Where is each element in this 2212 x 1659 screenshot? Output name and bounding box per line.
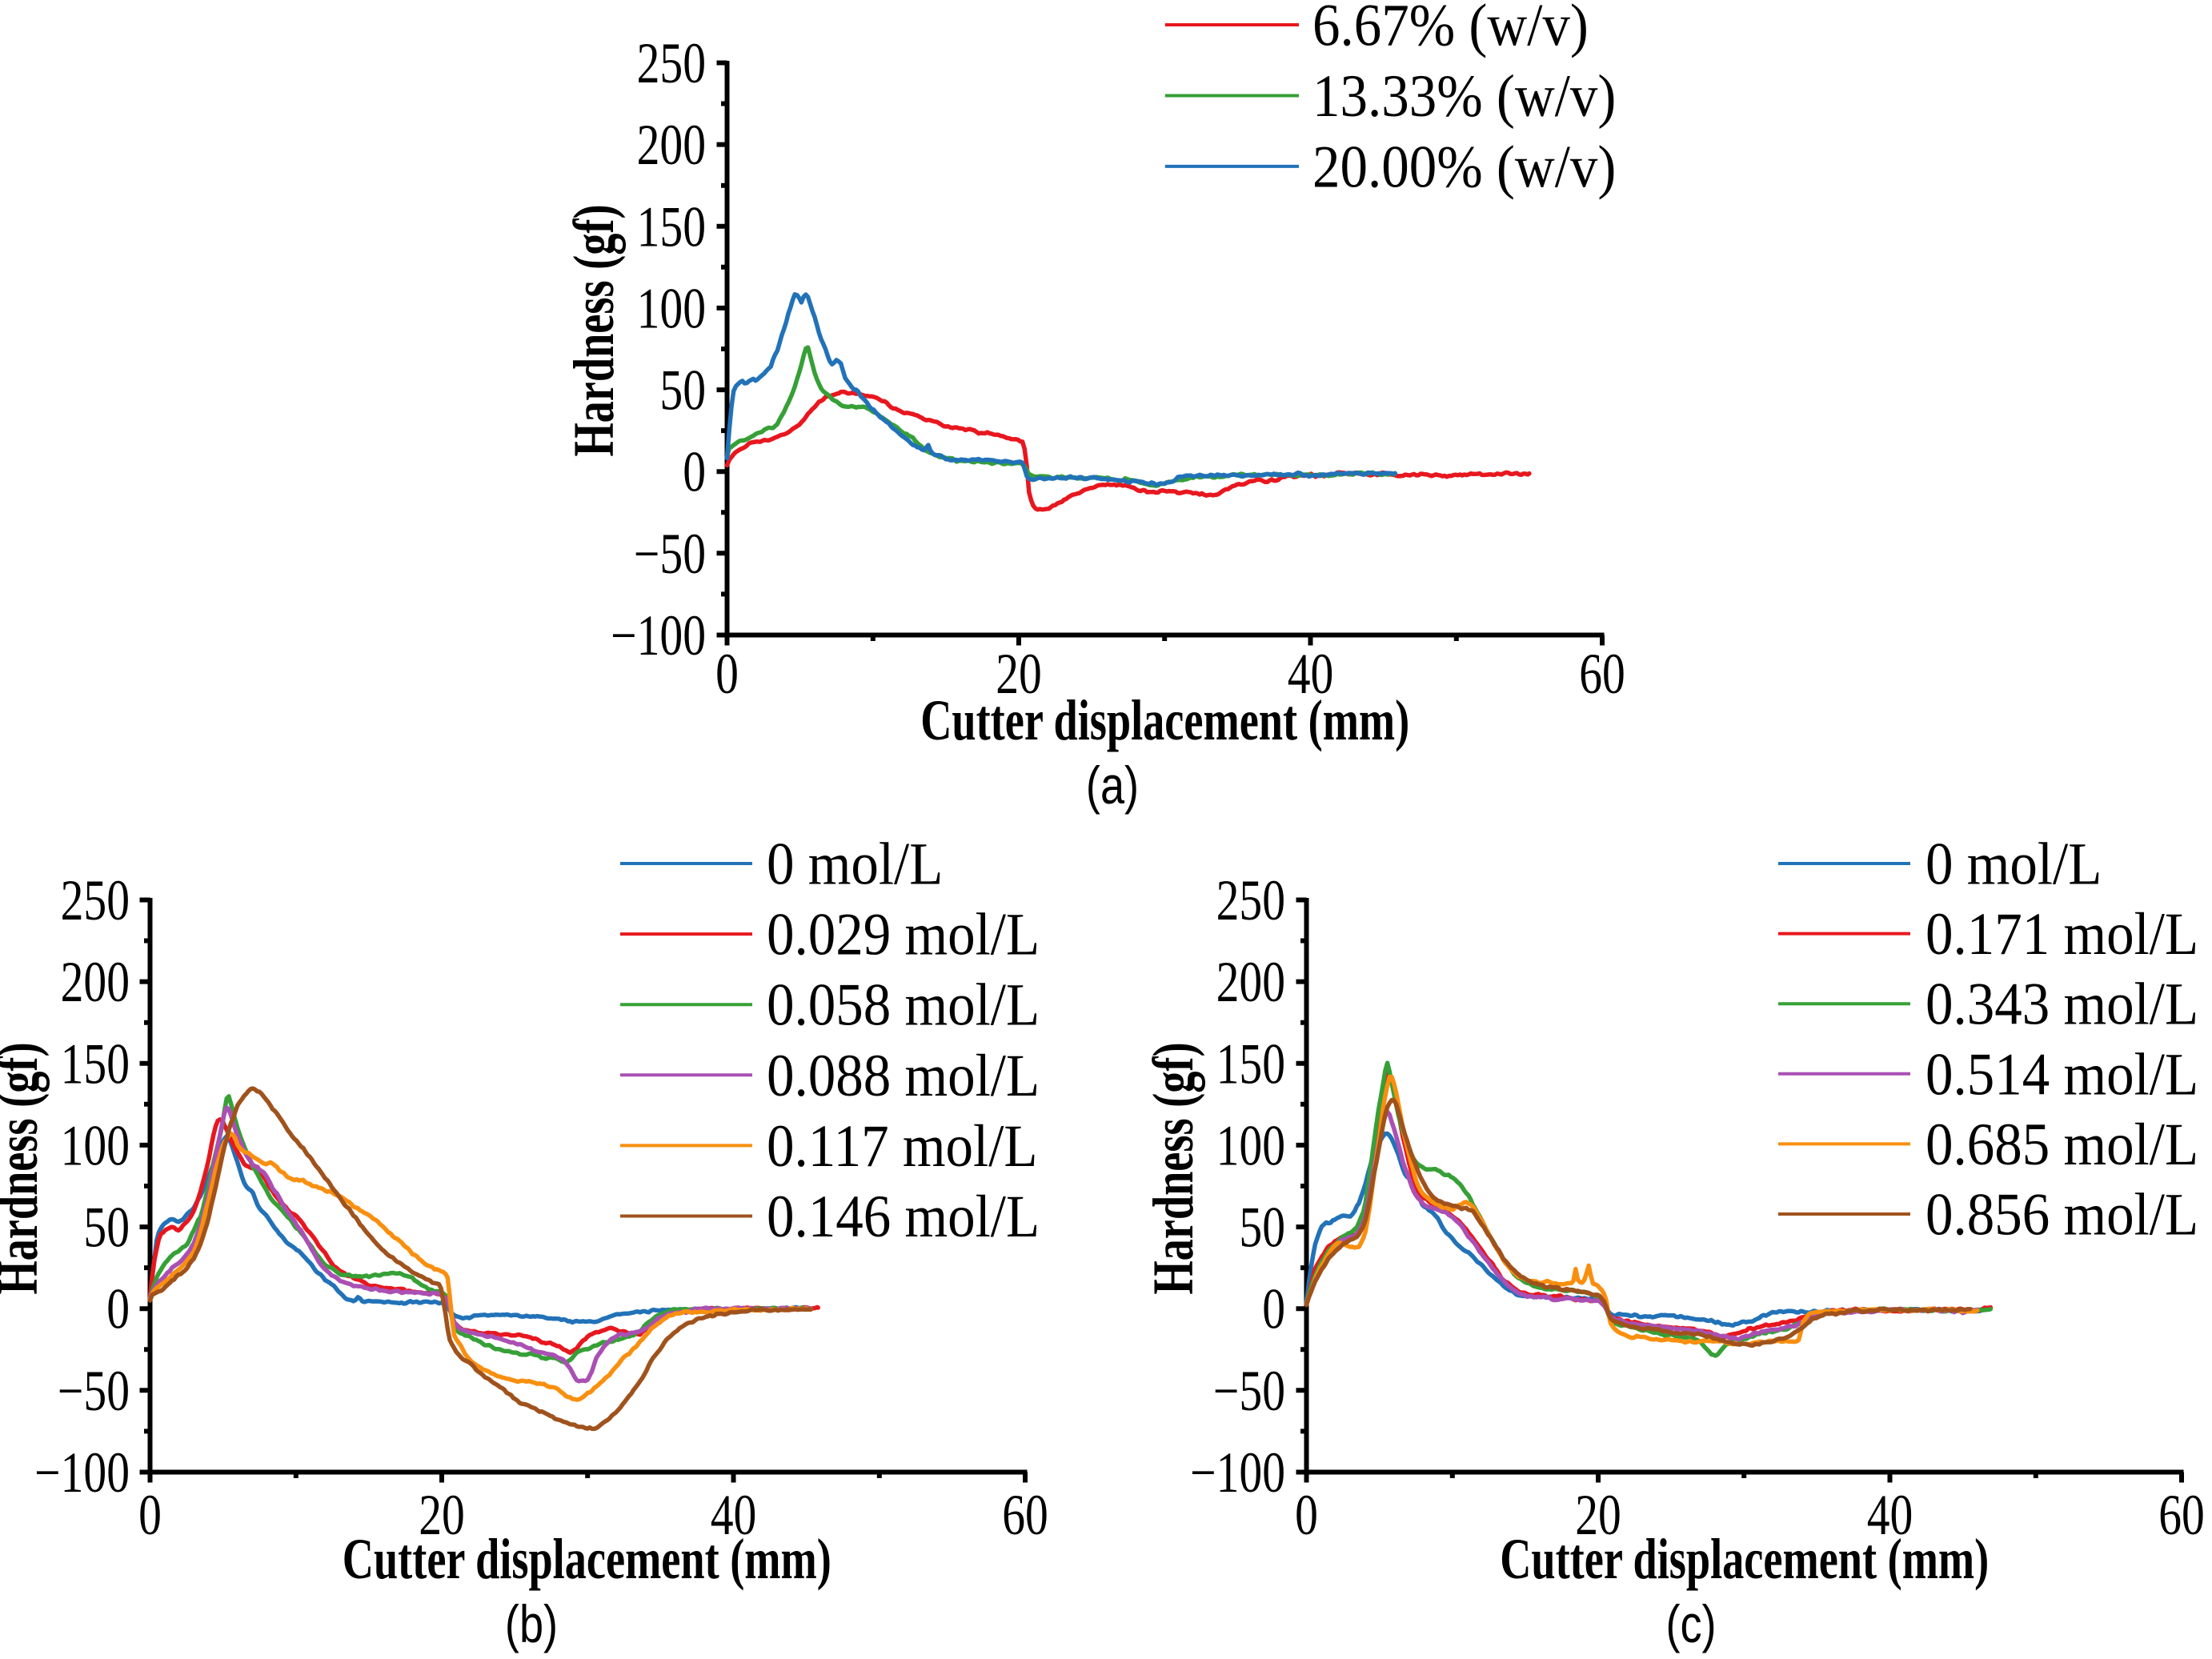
svg-text:20: 20: [1575, 1484, 1621, 1548]
svg-text:0.685 mol/L: 0.685 mol/L: [1925, 1111, 2198, 1177]
svg-text:0.146 mol/L: 0.146 mol/L: [767, 1183, 1040, 1249]
svg-text:−50: −50: [1213, 1360, 1285, 1424]
svg-text:100: 100: [637, 277, 706, 341]
svg-text:Cutter displacement (mm): Cutter displacement (mm): [1500, 1527, 1989, 1591]
svg-text:50: 50: [83, 1196, 130, 1260]
svg-text:0: 0: [1262, 1278, 1285, 1342]
svg-text:0.343 mol/L: 0.343 mol/L: [1925, 971, 2198, 1037]
svg-text:100: 100: [1216, 1114, 1285, 1178]
svg-text:50: 50: [1239, 1196, 1285, 1260]
svg-text:250: 250: [61, 869, 130, 933]
svg-text:50: 50: [659, 359, 706, 423]
svg-text:13.33% (w/v): 13.33% (w/v): [1312, 62, 1616, 129]
svg-text:Hardness (gf): Hardness (gf): [562, 204, 626, 456]
svg-text:6.67% (w/v): 6.67% (w/v): [1312, 0, 1589, 58]
svg-text:(c): (c): [1665, 1594, 1716, 1653]
svg-text:100: 100: [61, 1114, 130, 1178]
svg-text:20: 20: [419, 1484, 465, 1548]
svg-text:20: 20: [996, 643, 1042, 707]
svg-text:200: 200: [1216, 951, 1285, 1015]
svg-text:200: 200: [61, 951, 130, 1015]
svg-text:250: 250: [1216, 869, 1285, 933]
svg-text:40: 40: [1867, 1484, 1913, 1548]
svg-text:0.171 mol/L: 0.171 mol/L: [1925, 900, 2198, 967]
svg-text:−100: −100: [1190, 1441, 1285, 1505]
svg-text:0.117 mol/L: 0.117 mol/L: [767, 1112, 1038, 1179]
svg-text:(b): (b): [505, 1594, 558, 1653]
svg-text:−100: −100: [611, 604, 706, 668]
svg-text:0: 0: [138, 1484, 162, 1548]
svg-text:150: 150: [637, 195, 706, 259]
svg-text:0.856 mol/L: 0.856 mol/L: [1925, 1181, 2198, 1248]
svg-text:Hardness (gf): Hardness (gf): [1141, 1042, 1205, 1294]
svg-text:Cutter displacement (mm): Cutter displacement (mm): [343, 1527, 832, 1591]
svg-text:0.088 mol/L: 0.088 mol/L: [767, 1042, 1040, 1108]
svg-text:20.00% (w/v): 20.00% (w/v): [1312, 134, 1616, 200]
svg-text:0: 0: [715, 643, 739, 707]
svg-text:150: 150: [61, 1032, 130, 1096]
svg-text:Cutter displacement (mm): Cutter displacement (mm): [920, 688, 1409, 752]
svg-text:0: 0: [1295, 1484, 1318, 1548]
svg-text:150: 150: [1216, 1032, 1285, 1096]
svg-text:0: 0: [683, 441, 706, 505]
svg-text:60: 60: [1579, 643, 1625, 707]
svg-text:Hardness (gf): Hardness (gf): [0, 1042, 50, 1294]
svg-text:0 mol/L: 0 mol/L: [1925, 831, 2102, 897]
svg-text:250: 250: [637, 32, 706, 96]
svg-text:−100: −100: [34, 1441, 130, 1505]
svg-text:40: 40: [1288, 643, 1334, 707]
svg-text:200: 200: [637, 114, 706, 178]
svg-text:40: 40: [711, 1484, 757, 1548]
svg-text:−50: −50: [634, 523, 706, 587]
svg-text:−50: −50: [58, 1360, 130, 1424]
svg-text:(a): (a): [1086, 755, 1139, 815]
svg-text:0.029 mol/L: 0.029 mol/L: [767, 901, 1040, 968]
svg-text:0 mol/L: 0 mol/L: [767, 831, 943, 897]
svg-text:60: 60: [1002, 1484, 1048, 1548]
svg-text:0.058 mol/L: 0.058 mol/L: [767, 972, 1040, 1038]
svg-text:0.514 mol/L: 0.514 mol/L: [1925, 1041, 2198, 1108]
svg-text:0: 0: [106, 1278, 130, 1342]
svg-text:60: 60: [2158, 1484, 2205, 1548]
